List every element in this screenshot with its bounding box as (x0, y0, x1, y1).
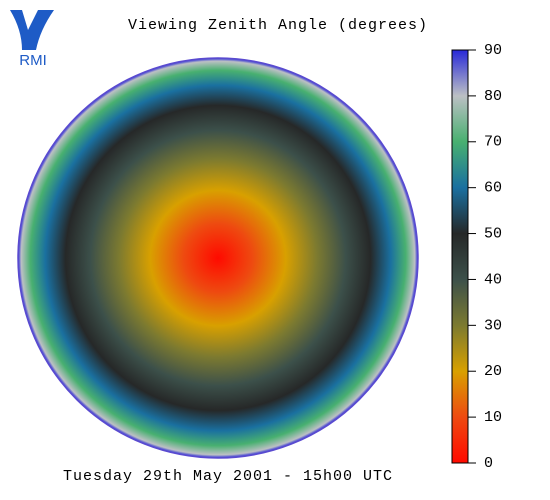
colorbar-tick-label: 20 (484, 363, 502, 380)
colorbar-tick-label: 10 (484, 409, 502, 426)
footer: Tuesday 29th May 2001 - 15h00 UTC (63, 468, 393, 485)
chart-title: Viewing Zenith Angle (degrees) (128, 17, 428, 34)
logo-text: RMI (19, 52, 47, 69)
colorbar-tick-label: 40 (484, 271, 502, 288)
colorbar-tick-label: 90 (484, 42, 502, 59)
colorbar (451, 49, 469, 464)
disk (17, 57, 419, 459)
colorbar-tick-label: 70 (484, 134, 502, 151)
colorbar-tick-label: 60 (484, 180, 502, 197)
colorbar-tick-label: 50 (484, 226, 502, 243)
logo-mark (10, 10, 54, 50)
colorbar-tick-label: 30 (484, 317, 502, 334)
colorbar-tick-label: 80 (484, 88, 502, 105)
colorbar-tick-label: 0 (484, 455, 493, 472)
logo: RMI (10, 10, 54, 69)
